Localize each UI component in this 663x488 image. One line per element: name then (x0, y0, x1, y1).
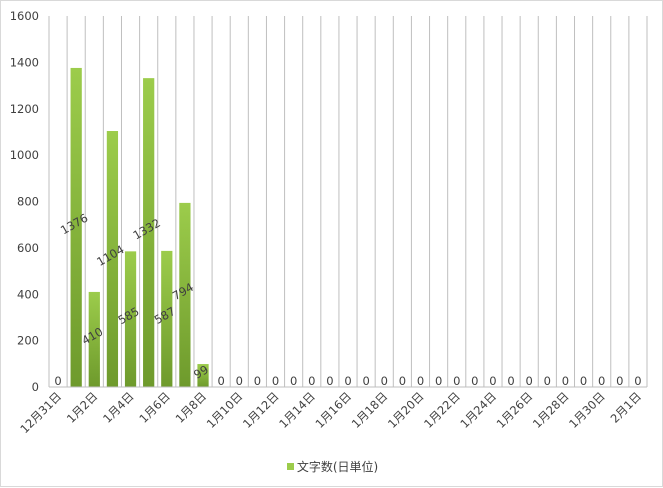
y-tick-label: 600 (17, 241, 39, 255)
bars (70, 67, 209, 387)
data-label: 0 (507, 374, 514, 388)
data-label: 0 (54, 374, 61, 388)
data-label: 0 (471, 374, 478, 388)
bar (143, 78, 155, 387)
data-label: 0 (598, 374, 605, 388)
legend: 文字数(日単位) (1, 458, 663, 475)
x-tick-label: 2月1日 (608, 389, 645, 426)
data-label: 0 (236, 374, 243, 388)
data-label: 410 (79, 324, 105, 347)
y-tick-label: 1600 (10, 9, 39, 23)
data-label: 794 (170, 280, 196, 303)
data-label: 0 (290, 374, 297, 388)
data-label: 0 (616, 374, 623, 388)
data-label: 99 (191, 362, 211, 381)
x-tick-label: 1月22日 (421, 389, 463, 431)
x-tick-label: 1月12日 (240, 389, 282, 431)
y-tick-label: 400 (17, 287, 39, 301)
x-tick-label: 1月30日 (566, 389, 608, 431)
data-label: 587 (152, 304, 178, 327)
gridlines (48, 16, 648, 387)
data-label: 0 (326, 374, 333, 388)
x-tick-label: 1月24日 (457, 389, 499, 431)
data-label: 0 (308, 374, 315, 388)
data-label: 0 (362, 374, 369, 388)
data-label: 0 (272, 374, 279, 388)
data-label: 0 (399, 374, 406, 388)
y-tick-label: 800 (17, 195, 39, 209)
data-label: 0 (544, 374, 551, 388)
data-label: 0 (344, 374, 351, 388)
data-label: 585 (116, 304, 142, 327)
data-label: 0 (381, 374, 388, 388)
x-tick-label: 1月20日 (385, 389, 427, 431)
bar (179, 202, 191, 387)
data-label: 0 (417, 374, 424, 388)
bar (88, 291, 100, 387)
x-tick-label: 1月6日 (136, 389, 173, 426)
y-tick-label: 1200 (10, 102, 39, 116)
x-tick-label: 1月14日 (276, 389, 318, 431)
data-label: 0 (217, 374, 224, 388)
data-label: 0 (489, 374, 496, 388)
x-tick-label: 1月4日 (100, 389, 137, 426)
y-tick-label: 200 (17, 334, 39, 348)
data-label: 0 (580, 374, 587, 388)
x-tick-label: 1月28日 (530, 389, 572, 431)
data-label: 0 (435, 374, 442, 388)
bar (197, 364, 209, 387)
data-label: 0 (453, 374, 460, 388)
x-tick-label: 1月26日 (494, 389, 536, 431)
bar (161, 250, 173, 387)
data-label: 0 (254, 374, 261, 388)
y-tick-label: 1000 (10, 148, 39, 162)
data-label: 0 (634, 374, 641, 388)
data-label: 0 (526, 374, 533, 388)
data-label: 0 (562, 374, 569, 388)
x-tick-label: 1月18日 (349, 389, 391, 431)
bar (106, 131, 119, 387)
bar (124, 251, 137, 387)
y-tick-label: 0 (32, 380, 39, 394)
legend-swatch (286, 463, 294, 470)
x-tick-label: 1月2日 (64, 389, 101, 426)
x-tick-label: 12月31日 (17, 389, 64, 436)
x-tick-label: 1月10日 (204, 389, 246, 431)
legend-label: 文字数(日単位) (296, 460, 379, 474)
bar (70, 67, 82, 387)
y-tick-label: 1400 (10, 55, 39, 69)
x-tick-label: 1月16日 (312, 389, 354, 431)
